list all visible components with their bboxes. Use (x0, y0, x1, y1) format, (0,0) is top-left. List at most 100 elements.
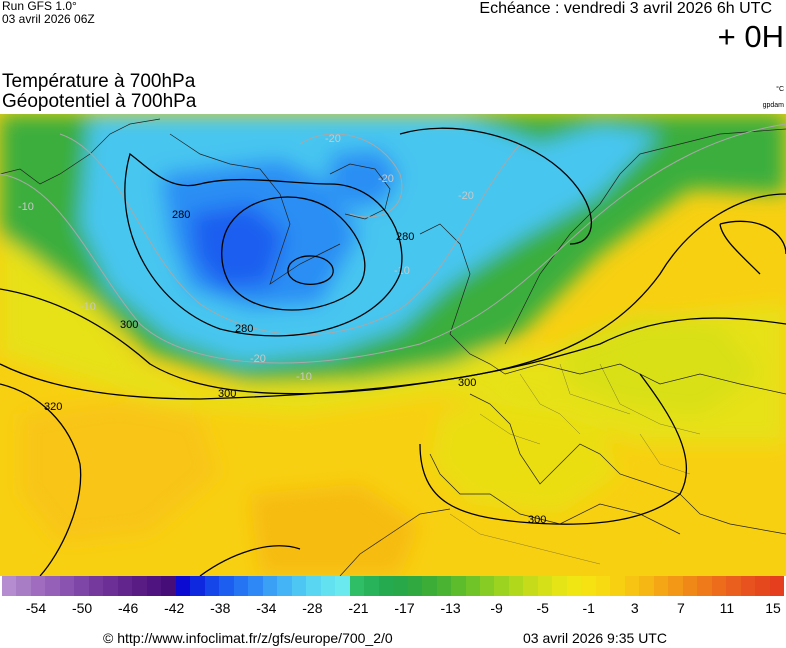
color-scale-tick-label: -34 (256, 600, 277, 616)
color-swatch (306, 576, 321, 596)
color-scale-tick-label: -38 (210, 600, 231, 616)
copyright-text: © http://www.infoclimat.fr/z/gfs/europe/… (103, 630, 393, 646)
color-swatch (16, 576, 31, 596)
color-swatch (103, 576, 118, 596)
country-borders (449, 363, 701, 565)
color-swatch (74, 576, 89, 596)
color-swatch (711, 576, 727, 596)
color-swatch (262, 576, 278, 596)
isohypse-label: 300 (528, 514, 546, 526)
color-swatch (132, 576, 147, 596)
isotherm-label: -10 (296, 371, 312, 383)
color-swatch (248, 576, 263, 596)
isohypses (0, 127, 786, 576)
color-swatch (755, 576, 770, 596)
color-swatch (88, 576, 104, 596)
color-swatch (233, 576, 249, 596)
color-swatch (726, 576, 741, 596)
color-swatch (451, 576, 466, 596)
isotherm-label: -20 (250, 353, 266, 365)
color-swatch (30, 576, 46, 596)
map-title-temperature: Température à 700hPa (2, 71, 196, 92)
color-scale-tick-label: -1 (582, 600, 595, 616)
color-swatch (465, 576, 480, 596)
color-swatch (436, 576, 452, 596)
color-swatch (769, 576, 785, 596)
color-swatch (320, 576, 336, 596)
color-swatch (479, 576, 495, 596)
color-swatch (378, 576, 394, 596)
weather-map: -20 -20 -20 -20 -10 -10 -10 -10 280 280 … (0, 114, 786, 576)
isotherm-labels: -20 -20 -20 -20 -10 -10 -10 -10 (18, 133, 474, 383)
coastlines (0, 118, 786, 576)
color-swatch (146, 576, 162, 596)
isohypse-label: 280 (172, 209, 190, 221)
run-date: 03 avril 2026 06Z (2, 12, 95, 26)
map-title-geopotential: Géopotentiel à 700hPa (2, 91, 197, 112)
color-swatch (349, 576, 365, 596)
isotherm-label: -20 (378, 173, 394, 185)
color-swatch (508, 576, 524, 596)
color-swatch (740, 576, 756, 596)
color-scale-tick-label: -28 (302, 600, 323, 616)
color-swatch (552, 576, 567, 596)
color-swatch (364, 576, 379, 596)
color-scale-tick-label: -50 (71, 600, 93, 616)
generation-time: 03 avril 2026 9:35 UTC (523, 630, 667, 646)
color-swatch (494, 576, 509, 596)
color-swatch (624, 576, 640, 596)
isohypse-label: 300 (218, 388, 236, 400)
color-swatch (595, 576, 611, 596)
color-scale-tick-label: -17 (394, 600, 415, 616)
color-swatch (204, 576, 220, 596)
color-swatch (219, 576, 234, 596)
isotherm-label: -20 (458, 190, 474, 202)
color-swatch (668, 576, 683, 596)
color-swatch (161, 576, 176, 596)
color-swatch (393, 576, 408, 596)
color-scale-tick-label: -13 (440, 600, 461, 616)
temperature-field (0, 114, 786, 576)
color-scale-tick-label: 11 (719, 600, 735, 616)
valid-time: Echéance : vendredi 3 avril 2026 6h UTC (479, 0, 772, 17)
unit-geopotential: gpdam (762, 102, 784, 109)
isohypse-labels: 280 280 280 300 300 300 300 320 (44, 209, 546, 526)
color-swatch (291, 576, 307, 596)
run-label: Run GFS 1.0° (2, 0, 77, 13)
isohypse-label: 280 (396, 231, 414, 243)
color-scale-tick-label: 15 (765, 600, 781, 616)
isotherm-label: -10 (18, 201, 34, 213)
color-swatch (610, 576, 625, 596)
color-swatch (639, 576, 654, 596)
color-swatch (422, 576, 437, 596)
isohypse-label: 300 (120, 319, 138, 331)
isohypse-label: 280 (235, 323, 253, 335)
color-scale-tick-label: -54 (25, 600, 47, 616)
color-swatch (175, 576, 191, 596)
isotherm-label: -10 (80, 301, 96, 313)
color-swatch (59, 576, 75, 596)
color-swatch (697, 576, 712, 596)
isohypse-label: 300 (458, 377, 476, 389)
color-scale-tick-label: -21 (348, 600, 369, 616)
color-scale-tick-label: -46 (118, 600, 139, 616)
color-swatch (45, 576, 60, 596)
isotherms (0, 123, 786, 364)
color-scale-tick-label: 3 (630, 600, 639, 616)
color-swatch (2, 576, 17, 596)
color-swatch (117, 576, 133, 596)
color-swatch (682, 576, 698, 596)
color-swatch (277, 576, 292, 596)
color-swatch (407, 576, 423, 596)
color-scale (2, 576, 785, 596)
unit-temperature: °C (776, 86, 784, 93)
isotherm-label: -20 (325, 133, 341, 145)
color-swatch (566, 576, 582, 596)
lead-time: + 0H (717, 19, 784, 54)
color-scale-tick-label: 7 (676, 600, 685, 616)
color-scale-tick-label: -42 (164, 600, 185, 616)
isohypse-label: 320 (44, 401, 62, 413)
color-swatch (190, 576, 205, 596)
color-swatch (581, 576, 596, 596)
color-scale-ticks: -54 -50 -46 -42 -38 -34 -28 -21 -17 -13 -9 -5 -1 3 7 11… (0, 600, 786, 618)
